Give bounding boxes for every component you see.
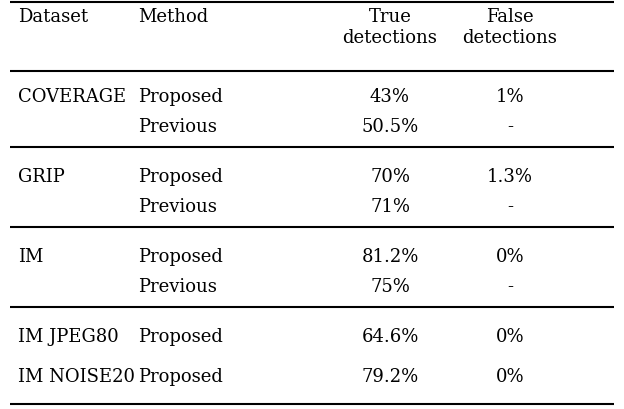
Text: Previous: Previous: [138, 118, 217, 136]
Text: Previous: Previous: [138, 198, 217, 216]
Text: GRIP: GRIP: [18, 168, 65, 186]
Text: IM: IM: [18, 247, 44, 265]
Text: 75%: 75%: [370, 277, 410, 295]
Text: Proposed: Proposed: [138, 88, 223, 106]
Text: IM JPEG80: IM JPEG80: [18, 327, 119, 345]
Text: Method: Method: [138, 8, 208, 26]
Text: 1.3%: 1.3%: [487, 168, 533, 186]
Text: Dataset: Dataset: [18, 8, 88, 26]
Text: Previous: Previous: [138, 277, 217, 295]
Text: 0%: 0%: [495, 247, 524, 265]
Text: 0%: 0%: [495, 367, 524, 385]
Text: 79.2%: 79.2%: [361, 367, 419, 385]
Text: 64.6%: 64.6%: [361, 327, 419, 345]
Text: Proposed: Proposed: [138, 367, 223, 385]
Text: IM NOISE20: IM NOISE20: [18, 367, 135, 385]
Text: -: -: [507, 118, 513, 136]
Text: 50.5%: 50.5%: [361, 118, 419, 136]
Text: COVERAGE: COVERAGE: [18, 88, 126, 106]
Text: 81.2%: 81.2%: [361, 247, 419, 265]
Text: 70%: 70%: [370, 168, 410, 186]
Text: False
detections: False detections: [462, 8, 557, 47]
Text: 1%: 1%: [495, 88, 524, 106]
Text: Proposed: Proposed: [138, 168, 223, 186]
Text: -: -: [507, 277, 513, 295]
Text: 43%: 43%: [370, 88, 410, 106]
Text: Proposed: Proposed: [138, 247, 223, 265]
Text: 71%: 71%: [370, 198, 410, 216]
Text: 0%: 0%: [495, 327, 524, 345]
Text: True
detections: True detections: [343, 8, 437, 47]
Text: -: -: [507, 198, 513, 216]
Text: Proposed: Proposed: [138, 327, 223, 345]
